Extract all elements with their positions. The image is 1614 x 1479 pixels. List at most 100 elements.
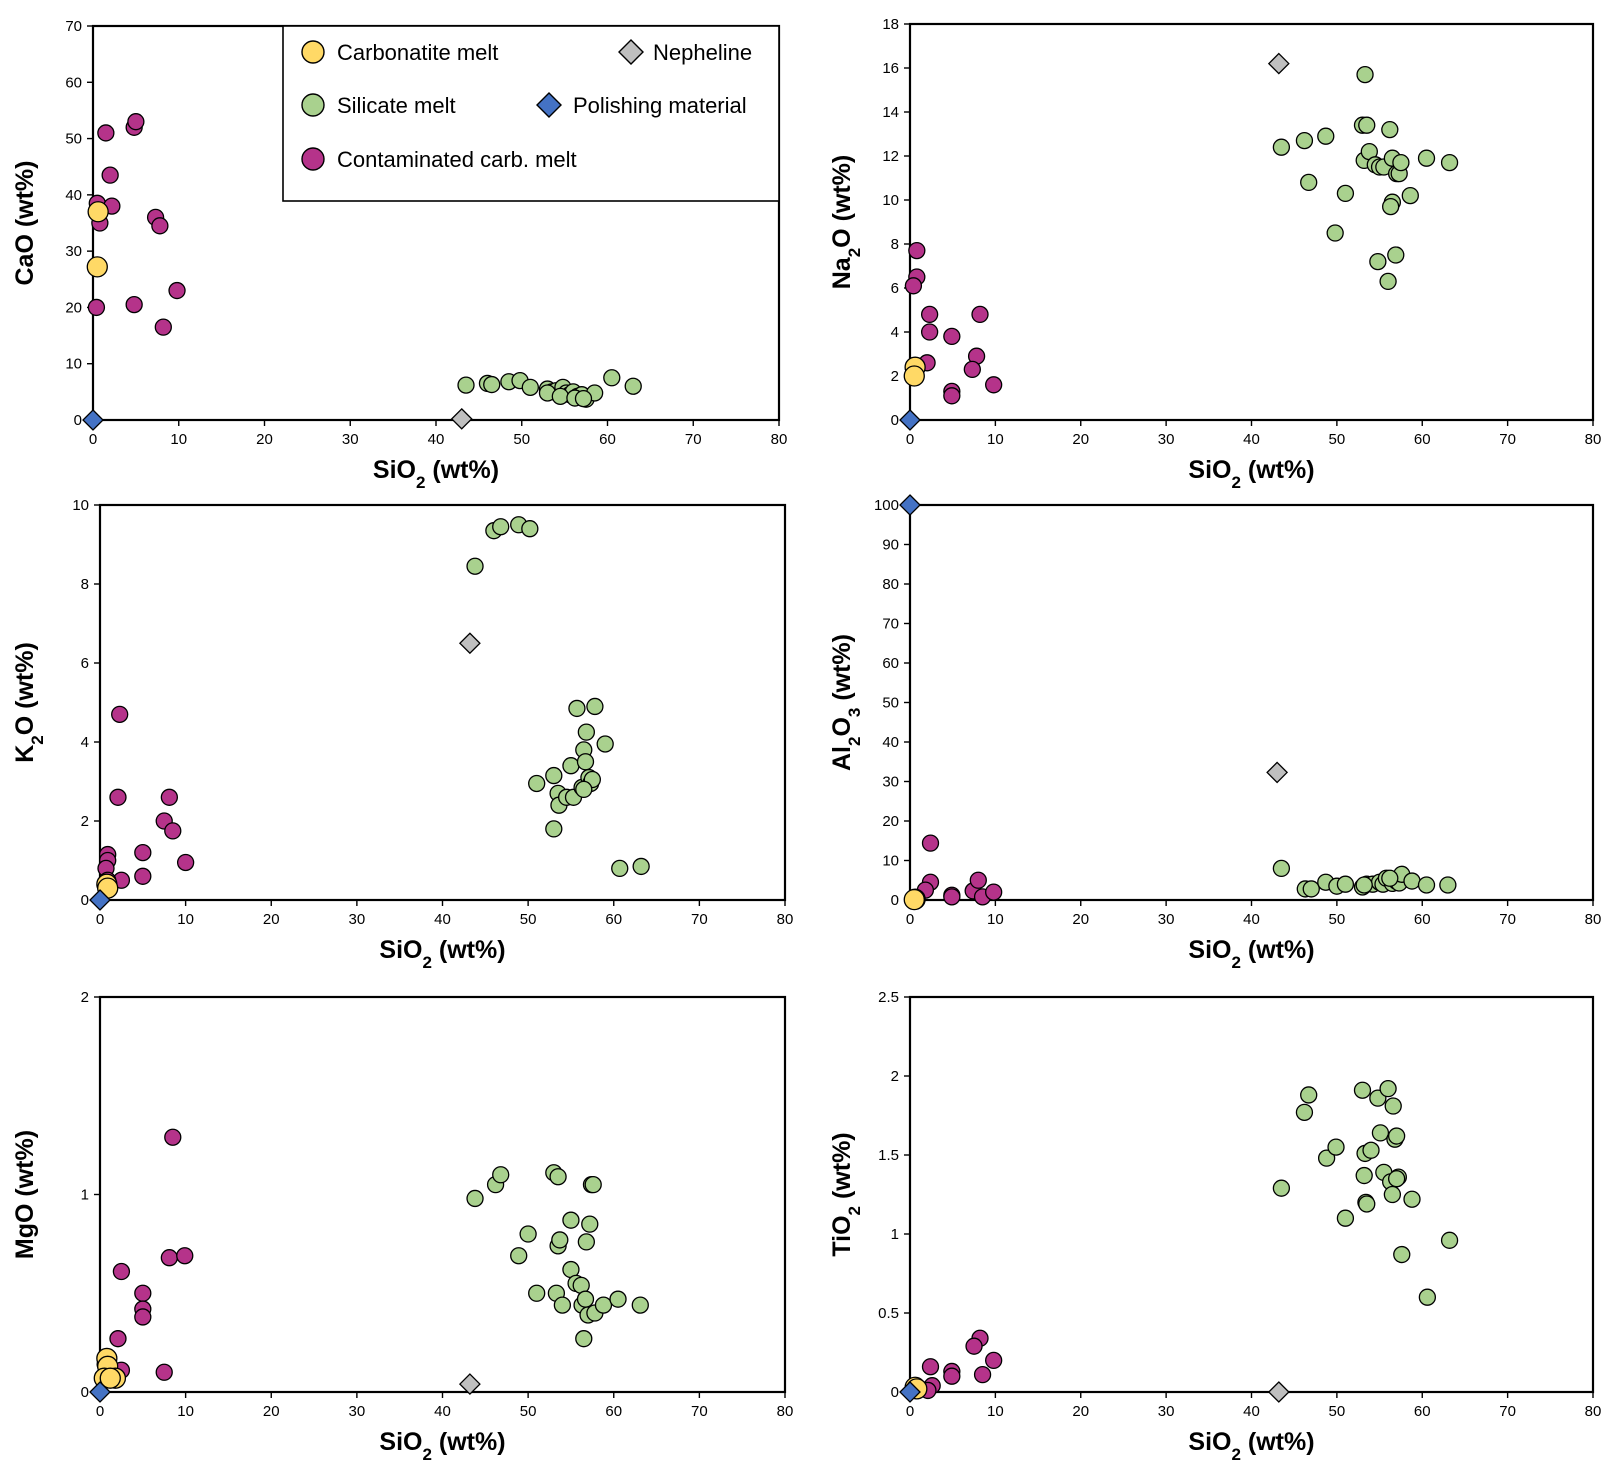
y-tick-label: 20 (882, 813, 899, 830)
series-cont (96, 1128, 194, 1381)
y-tick-label: 2 (891, 368, 899, 385)
data-point-sil (568, 699, 586, 718)
data-point-cont (109, 788, 127, 806)
data-point-sil (1401, 186, 1419, 205)
y-tick-label: 14 (882, 104, 899, 121)
y-axis-title: MgO (wt%) (11, 1130, 39, 1259)
data-point-sil (1317, 127, 1335, 145)
x-tick-label: 50 (1329, 1403, 1346, 1420)
chart-panel-6: 0 10 20 30 40 50 60 70 80 0 0.5 1 1.5 2 2.5 SiO2 (wt%) T… (828, 989, 1601, 1464)
data-point-neph (1267, 52, 1290, 75)
y-tick-label: 90 (882, 537, 899, 554)
y-tick-label: 8 (891, 236, 899, 253)
data-point-cont (164, 1128, 182, 1146)
x-tick-label: 80 (777, 1403, 794, 1420)
legend-marker-polishing-material (536, 92, 562, 118)
x-axis-title: SiO2 (wt%) (1188, 1428, 1314, 1464)
data-point-sil (581, 1215, 599, 1233)
series-neph (1266, 761, 1289, 784)
data-point-cont (109, 1330, 127, 1348)
data-point-sil (1358, 116, 1376, 134)
data-point-sil (575, 780, 593, 799)
data-point-cont (920, 323, 939, 341)
data-point-sil (551, 387, 569, 406)
series-sil (466, 516, 650, 878)
x-tick-label: 80 (1585, 431, 1602, 448)
series-carb (903, 356, 926, 387)
y-tick-label: 2 (81, 989, 89, 1006)
data-point-sil (510, 1247, 528, 1265)
y-tick-label: 4 (81, 734, 89, 751)
data-point-sil (624, 377, 642, 395)
chart-panel-1: 0 10 20 30 40 50 60 70 80 0 10 20 30 40 50 60 70 SiO2 (wt… (11, 18, 787, 492)
x-tick-label: 10 (987, 431, 1004, 448)
data-point-sil (1381, 120, 1399, 139)
data-point-cont (127, 113, 145, 131)
x-tick-label: 70 (1499, 431, 1516, 448)
x-tick-label: 30 (349, 1403, 366, 1420)
x-tick-label: 30 (342, 431, 359, 448)
y-tick-label: 10 (65, 356, 82, 373)
x-tick-label: 0 (89, 431, 97, 448)
series-neph (458, 1373, 481, 1396)
x-tick-label: 20 (256, 431, 273, 448)
data-point-sil (1326, 224, 1344, 242)
data-point-sil (1383, 1185, 1402, 1204)
legend-entry-silicate-melt: Silicate melt (301, 93, 456, 118)
plot-frame (908, 503, 1595, 902)
x-tick-label: 80 (1585, 911, 1602, 928)
data-point-sil (1393, 1245, 1411, 1264)
data-point-sil (1295, 131, 1314, 150)
data-point-cont (943, 888, 961, 906)
data-point-sil (609, 1290, 627, 1308)
data-point-sil (466, 1189, 484, 1208)
data-point-cont (969, 871, 987, 889)
data-point-cont (125, 295, 143, 314)
data-point-cont (943, 1367, 961, 1385)
y-tick-label: 18 (882, 16, 899, 33)
y-tick-label: 30 (882, 774, 899, 791)
x-tick-label: 50 (1329, 911, 1346, 928)
series-neph (450, 407, 473, 430)
y-tick-label: 6 (81, 655, 89, 672)
plot-frame (908, 995, 1595, 1394)
data-point-sil (528, 774, 546, 793)
data-point-sil (576, 753, 595, 771)
data-point-pol (899, 1381, 921, 1403)
data-point-sil (1369, 252, 1387, 271)
data-point-sil (1317, 1149, 1336, 1167)
y-tick-label: 30 (65, 243, 82, 260)
data-point-sil (1440, 153, 1459, 172)
series-pol (89, 1381, 111, 1403)
data-point-sil (1355, 876, 1373, 894)
data-point-cont (151, 217, 169, 235)
series-cont (904, 241, 1003, 405)
series-pol (899, 409, 921, 431)
data-point-sil (1356, 65, 1374, 84)
data-point-sil (1384, 1097, 1402, 1115)
data-point-sil (519, 1225, 537, 1243)
data-point-sil (1272, 1179, 1291, 1197)
y-tick-label: 4 (891, 324, 899, 341)
data-point-sil (611, 859, 629, 878)
legend-entry-contaminated-carb-melt: Contaminated carb. melt (301, 147, 577, 172)
x-tick-label: 70 (1499, 1403, 1516, 1420)
series-carb (93, 1347, 127, 1389)
x-axis-title: SiO2 (wt%) (379, 1428, 505, 1464)
x-tick-label: 40 (1243, 1403, 1260, 1420)
x-axis-title: SiO2 (wt%) (1188, 936, 1314, 972)
data-point-sil (1439, 876, 1457, 894)
series-sil (457, 369, 642, 408)
data-point-sil (1382, 197, 1400, 216)
data-point-sil (632, 857, 650, 876)
y-tick-label: 60 (882, 655, 899, 672)
series-cont (87, 113, 186, 336)
x-tick-label: 20 (263, 911, 280, 928)
data-point-carb (86, 256, 108, 278)
series-pol (899, 1381, 921, 1403)
x-tick-label: 50 (520, 1403, 537, 1420)
data-point-sil (575, 1330, 593, 1348)
y-axis-title: Al2O3 (wt%) (828, 634, 864, 771)
plot-frame (98, 995, 787, 1394)
data-point-cont (112, 1262, 131, 1281)
